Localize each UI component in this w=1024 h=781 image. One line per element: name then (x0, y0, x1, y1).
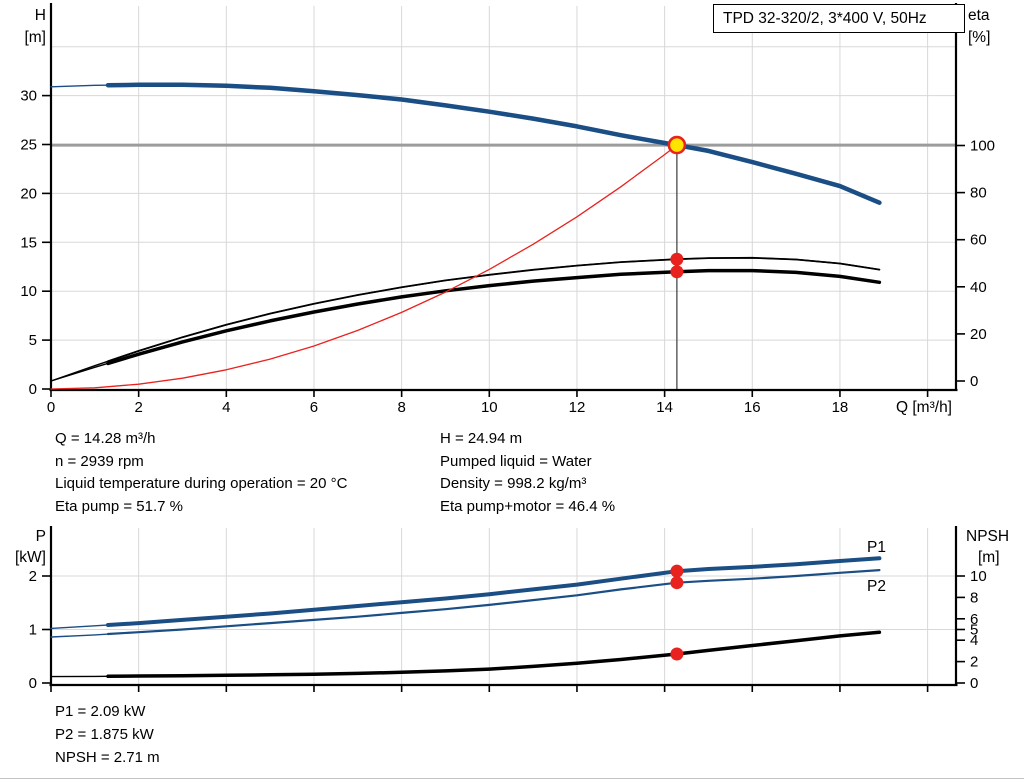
x-tick-label: 14 (656, 399, 673, 416)
y-right-tick-label: 6 (970, 611, 978, 628)
P1-lead-in (50, 557, 881, 630)
y-left-tick-label: 0 (29, 381, 37, 398)
duty-dot (670, 564, 684, 578)
info-line-npsh: NPSH = 2.71 m (55, 749, 160, 766)
eta-pump-motor (106, 268, 882, 366)
y-right-tick-label: 2 (970, 654, 978, 671)
info-line-speed: n = 2939 rpm (55, 452, 144, 470)
y-right-tick-label: 60 (970, 232, 987, 249)
duty-dot (670, 647, 684, 661)
pump-title-text: TPD 32-320/2, 3*400 V, 50Hz (723, 10, 927, 27)
y-right-tick-label: 5 (970, 622, 978, 639)
y-right-tick-label: 10 (970, 568, 987, 585)
y-left-tick-label: 2 (29, 568, 37, 585)
info-line-q: Q = 14.28 m³/h (55, 430, 156, 447)
eta-pump (107, 256, 881, 363)
x-tick-label: 8 (397, 399, 405, 416)
info-line-head: H = 24.94 m (440, 430, 523, 447)
y-left-axis-title: P (36, 528, 46, 545)
duty-dot (670, 252, 684, 266)
y-right-tick-label: 100 (970, 138, 995, 155)
qh-curve (105, 82, 882, 205)
P1 (106, 556, 882, 627)
y-left-tick-label: 15 (20, 234, 37, 251)
y-left-tick-label: 30 (20, 88, 37, 105)
y-right-axis-title: [m] (978, 549, 1000, 566)
power-info: P1 = 2.09 kW P2 = 1.875 kW NPSH = 2.71 m (55, 700, 160, 769)
duty-point-marker (667, 135, 687, 155)
y-right-tick-label: 0 (970, 675, 978, 692)
y-left-tick-label: 1 (29, 622, 37, 639)
y-left-axis-title: [m] (24, 29, 46, 46)
y-right-tick-label: 40 (970, 279, 987, 296)
y-left-tick-label: 10 (20, 283, 37, 300)
eta-pump-lead-in (50, 257, 881, 382)
P2-lead-in (50, 569, 881, 638)
footer-divider (0, 778, 1024, 779)
x-tick-label: 2 (134, 399, 142, 416)
npsh-curve (106, 630, 882, 679)
info-line-p1: P1 = 2.09 kW (55, 703, 146, 720)
y-left-tick-label: 0 (29, 675, 37, 692)
info-line-liquid-temp: Liquid temperature during operation = 20… (55, 475, 348, 493)
y-left-tick-label: 25 (20, 137, 37, 154)
P2-label: P2 (867, 578, 886, 595)
duty-info-left: Q = 14.28 m³/h n = 2939 rpm Liquid tempe… (55, 428, 347, 518)
x-tick-label: 10 (481, 399, 498, 416)
pump-title-box: TPD 32-320/2, 3*400 V, 50Hz (713, 4, 965, 33)
info-line-eta-pump-motor: Eta pump+motor = 46.4 % (440, 497, 616, 515)
y-right-axis-title: eta (968, 7, 990, 24)
x-tick-label: 12 (569, 399, 586, 416)
y-right-axis-title: NPSH (966, 528, 1009, 545)
x-tick-label: 4 (222, 399, 230, 416)
x-tick-label: 6 (310, 399, 318, 416)
duty-dot (670, 265, 684, 279)
info-line-density: Density = 998.2 kg/m³ (440, 475, 587, 493)
y-right-tick-label: 4 (970, 632, 978, 649)
duty-info-right: H = 24.94 m Pumped liquid = Water Densit… (440, 428, 615, 518)
info-line-pumped-liquid: Pumped liquid = Water (440, 452, 592, 470)
x-axis-title: Q [m³/h] (896, 399, 952, 416)
y-right-tick-label: 20 (970, 326, 987, 343)
y-left-tick-label: 5 (29, 332, 37, 349)
x-tick-label: 0 (47, 399, 55, 416)
y-left-axis-title: H (35, 7, 46, 24)
y-left-axis-title: [kW] (15, 549, 46, 566)
y-right-tick-label: 0 (970, 373, 978, 390)
y-right-tick-label: 80 (970, 185, 987, 202)
P2 (106, 568, 881, 636)
y-right-axis-title: [%] (968, 29, 990, 46)
y-right-tick-label: 8 (970, 589, 978, 606)
x-tick-label: 18 (832, 399, 849, 416)
info-line-p2: P2 = 1.875 kW (55, 726, 154, 743)
P1-label: P1 (867, 539, 886, 556)
duty-dot (670, 576, 684, 590)
system-curve (50, 144, 678, 390)
info-line-eta-pump: Eta pump = 51.7 % (55, 497, 183, 515)
y-left-tick-label: 20 (20, 185, 37, 202)
x-tick-label: 16 (744, 399, 761, 416)
